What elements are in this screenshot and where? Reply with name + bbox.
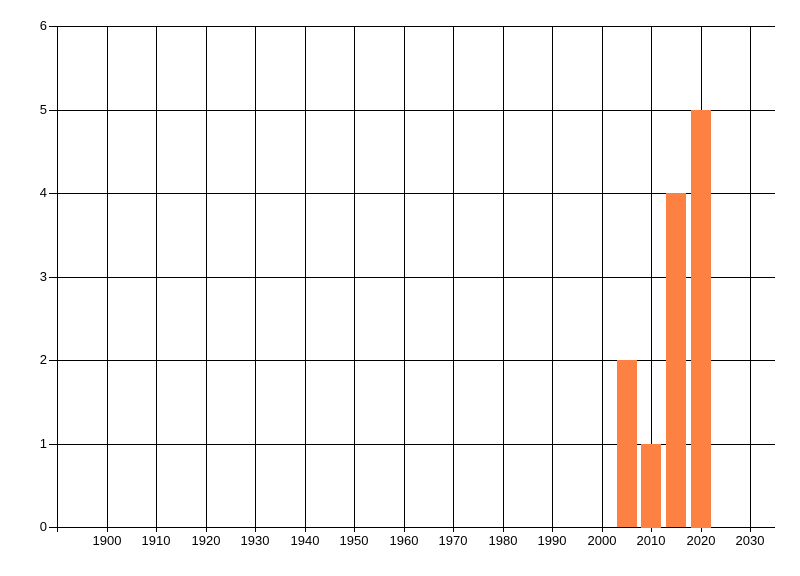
bar-2010 (641, 444, 661, 528)
x-tick-label-1950: 1950 (339, 533, 369, 548)
y-tick-label-2: 2 (39, 352, 47, 367)
x-tick-label-1900: 1900 (92, 533, 122, 548)
x-tick-label-2010: 2010 (636, 533, 666, 548)
y-axis-line (57, 26, 58, 532)
gridline-horizontal (49, 444, 775, 445)
x-tick-label-1940: 1940 (290, 533, 320, 548)
gridline-horizontal (49, 26, 775, 27)
gridline-vertical (305, 26, 306, 532)
x-tick-label-1990: 1990 (537, 533, 567, 548)
bar-2005 (617, 360, 637, 527)
x-tick-label-1910: 1910 (141, 533, 171, 548)
gridline-horizontal (49, 110, 775, 111)
gridline-vertical (255, 26, 256, 532)
x-tick-label-2030: 2030 (735, 533, 765, 548)
y-tick-label-1: 1 (39, 436, 47, 451)
gridline-horizontal (49, 360, 775, 361)
plot-area (49, 26, 775, 532)
y-tick-label-5: 5 (39, 102, 47, 117)
gridline-vertical (107, 26, 108, 532)
y-tick-label-3: 3 (39, 269, 47, 284)
gridline-vertical (206, 26, 207, 532)
gridline-vertical (651, 26, 652, 532)
y-tick-label-0: 0 (39, 519, 47, 534)
x-tick-label-1960: 1960 (389, 533, 419, 548)
x-axis-line (49, 527, 775, 528)
gridline-vertical (602, 26, 603, 532)
x-tick-label-2020: 2020 (686, 533, 716, 548)
y-tick-label-4: 4 (39, 185, 47, 200)
y-tick-label-6: 6 (39, 18, 47, 33)
x-tick-label-2000: 2000 (587, 533, 617, 548)
gridline-horizontal (49, 277, 775, 278)
gridline-horizontal (49, 193, 775, 194)
x-tick-label-1980: 1980 (488, 533, 518, 548)
gridline-vertical (404, 26, 405, 532)
bar-2020 (691, 110, 711, 528)
gridline-vertical (750, 26, 751, 532)
x-tick-label-1970: 1970 (438, 533, 468, 548)
x-tick-label-1920: 1920 (191, 533, 221, 548)
gridline-vertical (354, 26, 355, 532)
x-tick-label-1930: 1930 (240, 533, 270, 548)
gridline-vertical (552, 26, 553, 532)
gridline-vertical (503, 26, 504, 532)
gridline-vertical (453, 26, 454, 532)
gridline-vertical (156, 26, 157, 532)
bar-2015 (666, 193, 686, 527)
